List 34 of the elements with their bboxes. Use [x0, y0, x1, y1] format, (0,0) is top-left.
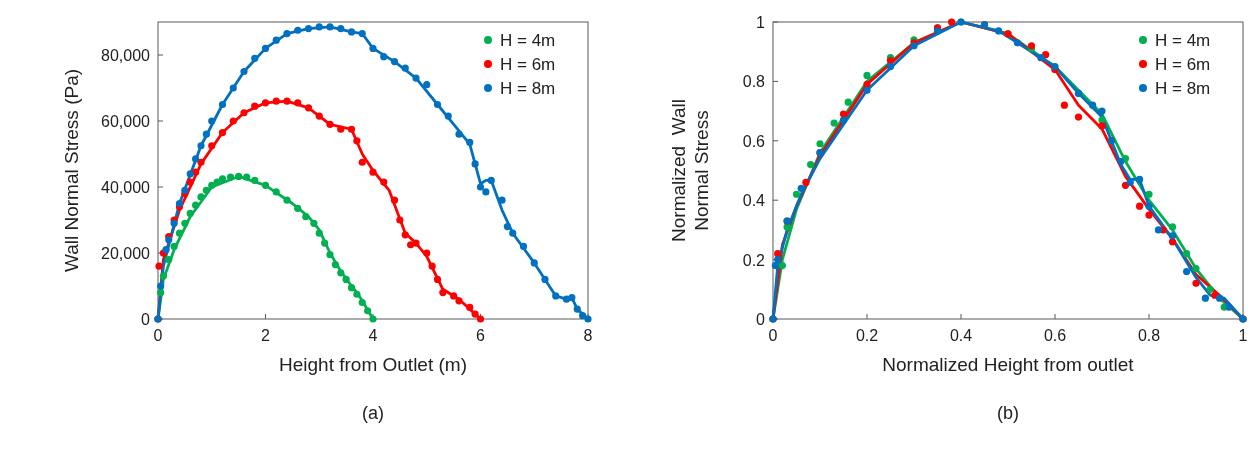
x-tick-label: 0.2 [855, 327, 879, 344]
y-tick-label: 1 [756, 14, 766, 31]
legend-label: H = 8m [500, 79, 556, 98]
legend-label: H = 8m [1155, 79, 1211, 98]
y-tick-label: 80,000 [101, 47, 151, 64]
y-tick-label: 0.2 [742, 251, 766, 269]
x-tick-label: 1 [1238, 327, 1248, 344]
legend-label: H = 6m [1155, 55, 1211, 74]
legend-label: H = 4m [1155, 31, 1211, 50]
y-tick-label: 0 [756, 311, 766, 328]
legend-label: H = 6m [500, 55, 556, 74]
x-tick-label: 2 [261, 327, 271, 344]
x-tick-label: 0.6 [1043, 327, 1067, 344]
x-tick-label: 8 [583, 327, 593, 344]
text: (a) [362, 403, 384, 423]
y-tick-label: 0.6 [742, 132, 766, 150]
y-axis-title: Wall Normal Stress (Pa) [61, 68, 82, 273]
y-tick-label: 20,000 [101, 245, 151, 262]
x-tick-label: 6 [476, 327, 486, 344]
text: (b) [997, 403, 1019, 423]
y-axis-title: Normalized Wall Normal Stress [668, 99, 712, 242]
x-tick-label: 0 [153, 327, 163, 344]
y-tick-label: 0 [141, 311, 151, 328]
x-tick-label: 0.8 [1137, 327, 1161, 344]
y-tick-label: 60,000 [101, 113, 151, 130]
x-axis-title: Normalized Height from outlet [882, 354, 1135, 375]
y-tick-label: 0.8 [742, 73, 766, 91]
y-tick-label: 40,000 [101, 179, 151, 196]
x-tick-label: 0.4 [949, 327, 973, 344]
x-tick-label: 4 [368, 327, 378, 344]
y-tick-label: 0.4 [742, 192, 766, 210]
legend-label: H = 4m [500, 31, 556, 50]
x-axis-title: Height from Outlet (m) [279, 354, 467, 375]
x-tick-label: 0 [768, 327, 778, 344]
